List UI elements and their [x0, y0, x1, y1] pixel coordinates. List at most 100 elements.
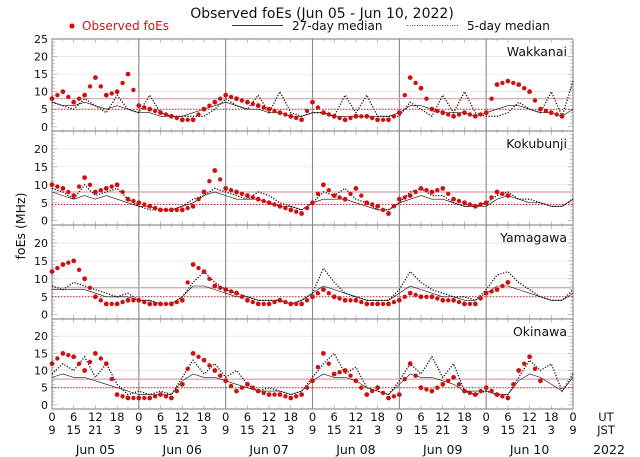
observed-point: [185, 366, 190, 371]
observed-point: [114, 392, 120, 397]
observed-point: [114, 301, 120, 307]
ut-tick-label: 12: [88, 410, 103, 424]
observed-point: [505, 280, 511, 285]
observed-point: [489, 96, 494, 101]
observed-point: [413, 292, 418, 298]
observed-point: [218, 177, 223, 182]
observed-point: [261, 105, 266, 110]
observed-point: [288, 207, 294, 213]
observed-point: [429, 106, 435, 112]
observed-point: [125, 196, 131, 202]
observed-point: [505, 78, 511, 84]
observed-point: [152, 394, 158, 399]
ut-tick-label: 12: [175, 410, 190, 424]
observed-point: [93, 75, 98, 80]
jst-tick-label: 21: [522, 423, 537, 437]
observed-point: [201, 269, 207, 274]
observed-point: [353, 297, 359, 303]
observed-point: [478, 112, 483, 117]
observed-point: [125, 297, 131, 303]
jst-tick-label: 9: [48, 423, 55, 437]
ut-tick-label: 12: [262, 410, 277, 424]
observed-point: [163, 112, 169, 117]
observed-point: [299, 211, 304, 216]
observed-point: [500, 80, 505, 86]
ut-tick-label: 6: [504, 410, 511, 424]
observed-point: [147, 301, 153, 307]
observed-point: [342, 368, 348, 373]
ut-tick-label: 18: [197, 410, 212, 424]
observed-point: [223, 378, 229, 384]
observed-point: [429, 294, 435, 300]
median-5day-line: [51, 80, 574, 119]
y-tick-label: 5: [41, 197, 48, 210]
observed-point: [142, 395, 147, 401]
station-label: Okinawa: [513, 324, 567, 339]
observed-point: [66, 94, 71, 100]
observed-point: [505, 395, 511, 401]
observed-point: [283, 112, 288, 117]
observed-point: [331, 193, 337, 199]
observed-point: [201, 189, 207, 195]
observed-point: [71, 99, 77, 105]
legend-observed-marker: [69, 23, 75, 29]
ut-tick-label: 0: [483, 410, 490, 424]
observed-point: [288, 301, 294, 307]
observed-point: [261, 198, 266, 204]
observed-point: [380, 207, 386, 213]
observed-point: [391, 394, 397, 399]
observed-point: [353, 378, 359, 384]
observed-point: [407, 290, 413, 296]
observed-point: [272, 392, 277, 397]
y-tick-label: 15: [34, 161, 48, 174]
panel-okinawa: 0 5 10 15 20 Okinawa: [34, 318, 574, 412]
jst-tick-label: 9: [483, 423, 490, 437]
observed-point: [559, 113, 565, 119]
observed-point: [331, 371, 337, 377]
ut-tick-label: 18: [370, 410, 385, 424]
y-tick-label: 0: [41, 215, 48, 228]
observed-point: [174, 207, 179, 213]
observed-point: [483, 385, 489, 391]
observed-point: [158, 392, 163, 397]
jst-tick-label: 15: [153, 423, 168, 437]
observed-point: [304, 298, 310, 303]
observed-point: [250, 101, 255, 107]
observed-point: [359, 385, 364, 390]
observed-point: [288, 113, 294, 119]
y-tick-label: 10: [34, 86, 48, 99]
observed-point: [250, 195, 255, 200]
y-tick-label: 20: [34, 237, 48, 250]
jst-tick-label: 9: [222, 423, 229, 437]
observed-point: [131, 395, 136, 401]
jst-tick-label: 21: [88, 423, 103, 437]
observed-point: [207, 276, 212, 281]
observed-point: [185, 280, 190, 285]
observed-point: [299, 392, 304, 397]
observed-point: [49, 96, 55, 102]
observed-point: [152, 205, 158, 211]
observed-point: [228, 94, 234, 100]
observed-point: [120, 189, 125, 195]
observed-point: [66, 189, 71, 195]
observed-point: [326, 112, 331, 117]
observed-point: [136, 297, 142, 303]
observed-point: [472, 203, 478, 209]
observed-point: [76, 184, 82, 189]
observed-point: [353, 113, 359, 119]
observed-point: [87, 359, 93, 365]
observed-point: [494, 392, 500, 397]
observed-point: [326, 291, 331, 296]
day-label: Jun 06: [162, 442, 202, 457]
observed-point: [109, 184, 114, 189]
observed-point: [277, 297, 283, 303]
observed-point: [364, 200, 370, 206]
observed-point: [114, 182, 120, 188]
observed-point: [71, 193, 77, 199]
median-5day-line: [51, 352, 574, 396]
observed-point: [114, 89, 120, 95]
observed-point: [66, 260, 71, 265]
y-tick-label: 20: [34, 51, 48, 64]
observed-point: [266, 392, 272, 397]
observed-point: [120, 394, 125, 399]
